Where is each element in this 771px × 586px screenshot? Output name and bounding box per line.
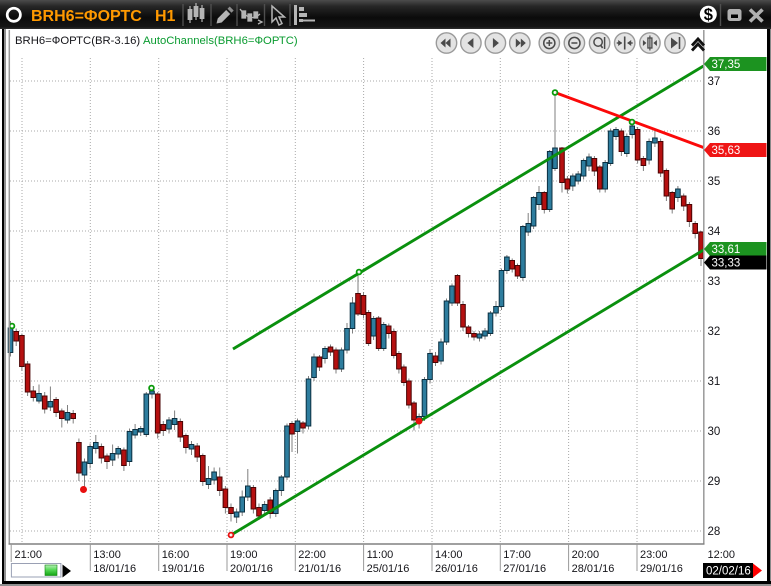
svg-text:28: 28: [708, 526, 721, 538]
svg-text:23:00: 23:00: [640, 549, 668, 561]
svg-text:32: 32: [708, 326, 721, 338]
svg-text:14:00: 14:00: [435, 549, 463, 561]
svg-text:28/01/16: 28/01/16: [572, 563, 615, 575]
svg-text:33: 33: [708, 276, 721, 288]
svg-text:BRH6=ФОРТС: BRH6=ФОРТС: [31, 8, 142, 25]
svg-text:12:00: 12:00: [708, 549, 736, 561]
svg-text:35: 35: [708, 176, 721, 188]
svg-text:BRH6=ФОРТС(BR-3.16): BRH6=ФОРТС(BR-3.16): [15, 35, 140, 47]
svg-text:19:00: 19:00: [230, 549, 258, 561]
svg-text:$: $: [704, 6, 713, 24]
svg-text:34: 34: [708, 226, 721, 238]
svg-text:18/01/16: 18/01/16: [93, 563, 136, 575]
svg-text:37,35: 37,35: [712, 59, 741, 71]
svg-text:16:00: 16:00: [162, 549, 190, 561]
svg-text:27/01/16: 27/01/16: [503, 563, 546, 575]
svg-text:35,63: 35,63: [712, 145, 741, 157]
svg-text:30: 30: [708, 426, 721, 438]
svg-text:21/01/16: 21/01/16: [298, 563, 341, 575]
svg-text:31: 31: [708, 376, 721, 388]
svg-text:21:00: 21:00: [15, 549, 43, 561]
svg-text:20/01/16: 20/01/16: [230, 563, 273, 575]
svg-text:29/01/16: 29/01/16: [640, 563, 683, 575]
svg-text:02/02/16: 02/02/16: [706, 566, 751, 578]
svg-text:33,33: 33,33: [712, 258, 741, 270]
svg-text:19/01/16: 19/01/16: [162, 563, 205, 575]
svg-text:22:00: 22:00: [298, 549, 326, 561]
svg-text:25/01/16: 25/01/16: [367, 563, 410, 575]
svg-text:26/01/16: 26/01/16: [435, 563, 478, 575]
svg-text:H1: H1: [155, 8, 176, 25]
svg-text:20:00: 20:00: [572, 549, 600, 561]
svg-text:37: 37: [708, 76, 721, 88]
svg-text:33,61: 33,61: [712, 244, 741, 256]
svg-text:17:00: 17:00: [503, 549, 531, 561]
svg-text:13:00: 13:00: [93, 549, 121, 561]
svg-text:AutoChannels(BRH6=ФОРТС): AutoChannels(BRH6=ФОРТС): [143, 35, 298, 47]
svg-text:29: 29: [708, 476, 721, 488]
svg-text:11:00: 11:00: [367, 549, 394, 561]
svg-text:36: 36: [708, 126, 721, 138]
